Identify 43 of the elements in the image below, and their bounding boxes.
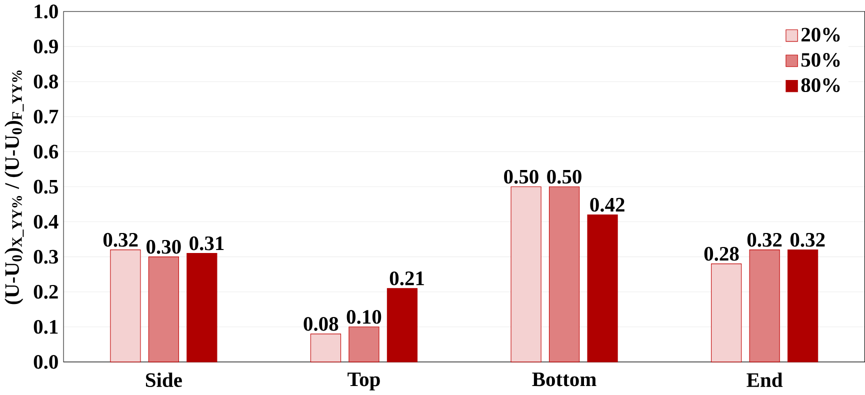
y-tick-label: 0.4	[34, 214, 58, 229]
data-label: 0.32	[747, 232, 782, 247]
bar	[186, 253, 218, 362]
y-tick-label: 1.0	[34, 4, 58, 19]
data-label: 0.32	[790, 232, 825, 247]
bar	[110, 250, 141, 362]
x-tick-label: Side	[146, 372, 182, 388]
x-tick-label: End	[746, 372, 783, 388]
bar	[548, 186, 580, 362]
data-label: 0.08	[304, 317, 338, 331]
bar	[310, 334, 342, 362]
x-tick-label: Bottom	[532, 372, 596, 386]
bar	[587, 214, 618, 362]
data-label: 0.30	[146, 240, 181, 254]
bar	[148, 256, 179, 362]
bar	[510, 186, 542, 362]
y-tick-label: 0.3	[34, 250, 58, 264]
bar	[749, 250, 780, 362]
y-tick-label: 0.6	[34, 144, 58, 159]
y-axis-title: (U-U$_{0}$)$_{X_YY%}$ / (U-U$_{0}$)$_{F_YY%}$	[4, 70, 24, 304]
data-label: 0.31	[190, 236, 224, 250]
y-tick-label: 0.7	[34, 110, 58, 124]
y-tick-label: 0.9	[34, 40, 58, 54]
bar	[386, 288, 418, 362]
data-label: 0.10	[346, 310, 382, 324]
legend-label: 20%	[801, 28, 840, 42]
y-tick-label: 0.2	[34, 284, 58, 299]
data-label: 0.32	[103, 232, 138, 247]
bar	[348, 326, 380, 362]
bar	[788, 250, 818, 362]
x-tick-label: Top	[348, 372, 380, 390]
legend-label: 80%	[801, 78, 840, 92]
legend-label: 50%	[801, 53, 840, 67]
data-label: 0.21	[390, 271, 424, 286]
y-tick-label: 0.5	[34, 180, 58, 194]
data-label: 0.50	[547, 170, 582, 184]
y-tick-label: 0.8	[34, 74, 58, 89]
y-tick-label: 0.1	[34, 320, 58, 334]
data-label: 0.50	[504, 170, 538, 184]
data-label: 0.42	[590, 198, 624, 212]
y-tick-label: 0.0	[34, 355, 58, 369]
data-label: 0.28	[704, 246, 739, 261]
bar	[711, 264, 742, 362]
